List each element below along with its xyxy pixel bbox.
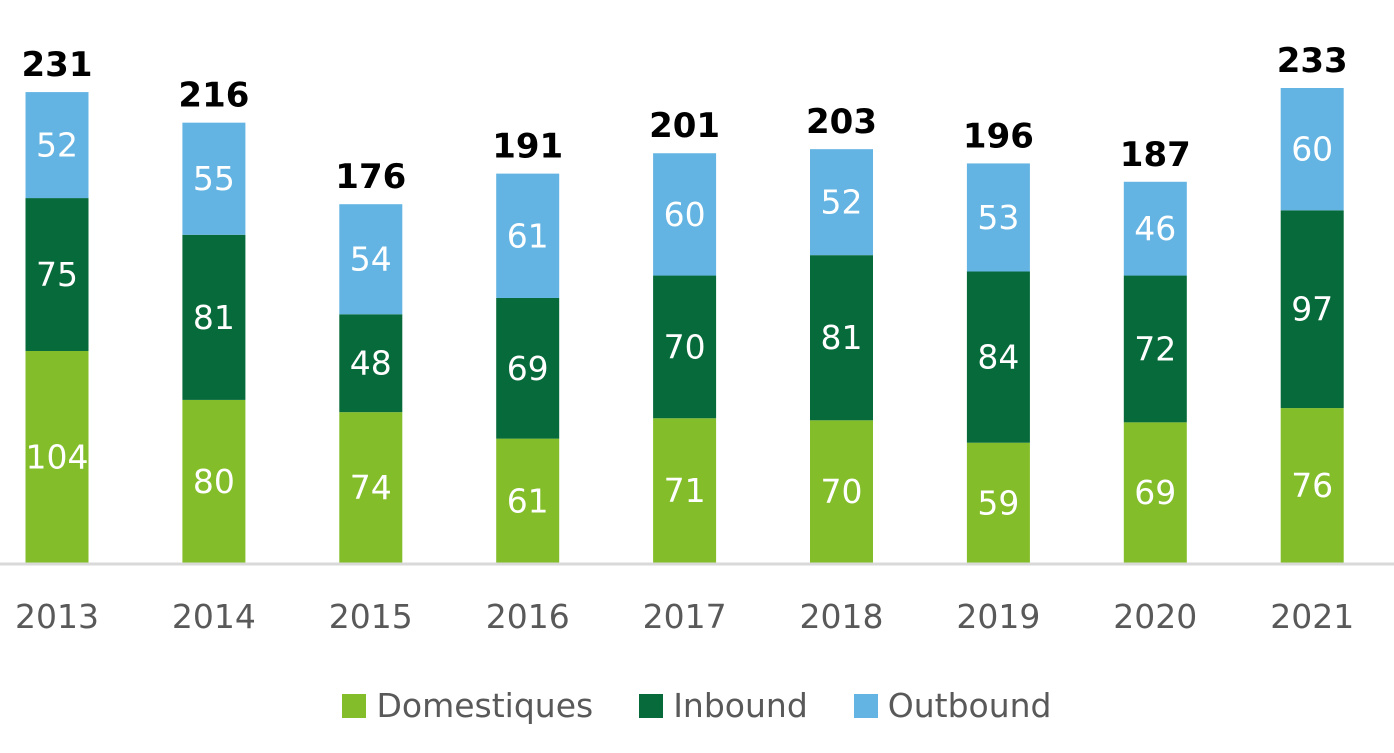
data-label-inbound-2018: 81 xyxy=(821,318,863,357)
x-tick-label-2018: 2018 xyxy=(800,597,884,636)
data-label-domestiques-2020: 69 xyxy=(1134,473,1176,512)
bar-segment-inbound-2015 xyxy=(339,314,403,413)
bar-segment-domestiques-2013 xyxy=(25,350,89,563)
bar-segment-inbound-2017 xyxy=(653,275,717,419)
x-tick-label-2016: 2016 xyxy=(486,597,570,636)
data-label-outbound-2014: 55 xyxy=(193,159,235,198)
bar-segment-domestiques-2021 xyxy=(1280,408,1344,563)
bar-segment-domestiques-2018 xyxy=(810,420,873,563)
bar-segment-inbound-2018 xyxy=(810,255,873,421)
bar-segment-outbound-2020 xyxy=(1123,181,1187,276)
legend-item-outbound: Outbound xyxy=(853,686,1052,725)
x-tick-label-2014: 2014 xyxy=(172,597,256,636)
bar-segment-inbound-2021 xyxy=(1280,210,1344,409)
data-label-inbound-2021: 97 xyxy=(1291,290,1333,329)
bar-segment-inbound-2019 xyxy=(966,271,1030,443)
total-label-2017: 201 xyxy=(649,106,720,146)
total-label-2014: 216 xyxy=(178,76,249,116)
bar-segment-outbound-2014 xyxy=(182,122,246,235)
data-label-outbound-2020: 46 xyxy=(1134,209,1176,248)
legend-item-domestiques: Domestiques xyxy=(342,686,593,725)
x-tick-label-2020: 2020 xyxy=(1113,597,1197,636)
data-label-domestiques-2016: 61 xyxy=(507,481,549,520)
x-tick-label-2019: 2019 xyxy=(956,597,1040,636)
data-label-domestiques-2015: 74 xyxy=(350,468,392,507)
data-label-domestiques-2019: 59 xyxy=(977,483,1019,522)
x-tick-label-2017: 2017 xyxy=(643,597,727,636)
bar-segment-domestiques-2014 xyxy=(182,399,246,563)
bar-segment-domestiques-2015 xyxy=(339,412,403,563)
x-tick-label-2021: 2021 xyxy=(1270,597,1354,636)
bar-segment-outbound-2019 xyxy=(966,163,1030,272)
total-label-2019: 196 xyxy=(963,116,1034,156)
data-label-domestiques-2014: 80 xyxy=(193,462,235,501)
bar-segment-outbound-2013 xyxy=(25,92,89,199)
total-label-2020: 187 xyxy=(1120,135,1191,175)
bar-segment-domestiques-2020 xyxy=(1123,422,1187,563)
data-label-outbound-2021: 60 xyxy=(1291,130,1333,169)
total-label-2013: 231 xyxy=(22,45,93,85)
data-label-inbound-2020: 72 xyxy=(1134,329,1176,368)
total-label-2018: 203 xyxy=(806,102,877,142)
x-tick-label-2013: 2013 xyxy=(15,597,99,636)
data-label-inbound-2013: 75 xyxy=(36,255,78,294)
bar-segment-inbound-2020 xyxy=(1123,275,1187,423)
legend-item-inbound: Inbound xyxy=(639,686,808,725)
bar-segment-outbound-2016 xyxy=(496,173,560,298)
data-label-domestiques-2021: 76 xyxy=(1291,466,1333,505)
total-label-2016: 191 xyxy=(492,127,563,167)
legend-label-inbound: Inbound xyxy=(673,686,808,725)
bar-segment-domestiques-2019 xyxy=(966,442,1030,563)
bar-segment-inbound-2016 xyxy=(496,297,560,439)
bar-segment-inbound-2013 xyxy=(25,198,89,351)
stacked-bar-chart: 1047552231201380815521620147448541762015… xyxy=(0,41,1394,636)
bar-segment-outbound-2018 xyxy=(810,149,873,256)
data-label-outbound-2013: 52 xyxy=(36,126,78,165)
bar-segment-inbound-2014 xyxy=(182,234,246,400)
legend-swatch-inbound xyxy=(639,693,664,718)
data-label-domestiques-2013: 104 xyxy=(26,437,89,476)
bar-segment-outbound-2021 xyxy=(1280,88,1344,211)
legend-swatch-outbound xyxy=(853,693,878,718)
data-label-inbound-2015: 48 xyxy=(350,344,392,383)
legend-label-domestiques: Domestiques xyxy=(376,686,594,725)
total-label-2021: 233 xyxy=(1277,41,1348,81)
data-label-inbound-2019: 84 xyxy=(977,338,1019,377)
data-label-inbound-2017: 70 xyxy=(664,327,706,366)
chart-legend: Domestiques Inbound Outbound xyxy=(0,686,1394,725)
bar-segment-outbound-2015 xyxy=(339,204,403,315)
bar-segment-domestiques-2017 xyxy=(653,418,717,563)
legend-swatch-domestiques xyxy=(342,693,367,718)
data-label-outbound-2016: 61 xyxy=(507,216,549,255)
data-label-outbound-2015: 54 xyxy=(350,240,392,279)
data-label-domestiques-2017: 71 xyxy=(664,471,706,510)
data-label-inbound-2014: 81 xyxy=(193,298,235,337)
total-label-2015: 176 xyxy=(335,157,406,197)
legend-label-outbound: Outbound xyxy=(887,686,1052,725)
data-label-domestiques-2018: 70 xyxy=(821,472,863,511)
bar-segment-outbound-2017 xyxy=(653,153,717,276)
x-tick-label-2015: 2015 xyxy=(329,597,413,636)
data-label-outbound-2018: 52 xyxy=(821,183,863,222)
data-label-outbound-2017: 60 xyxy=(664,195,706,234)
data-label-outbound-2019: 53 xyxy=(977,198,1019,237)
bar-segment-domestiques-2016 xyxy=(496,438,560,563)
data-label-inbound-2016: 69 xyxy=(507,349,549,388)
